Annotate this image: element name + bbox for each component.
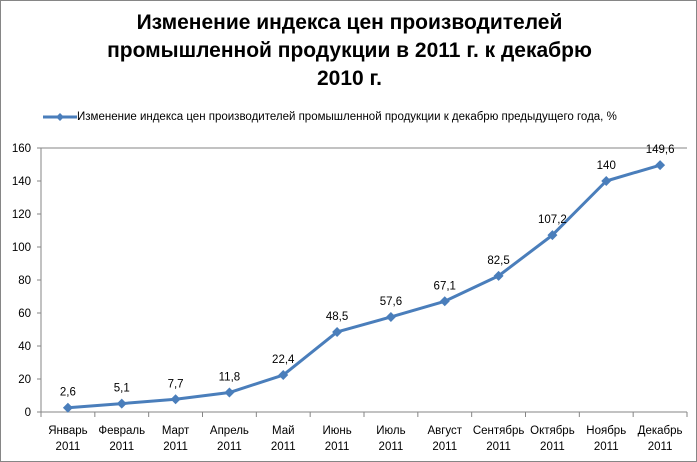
data-point: [547, 230, 558, 241]
data-label: 22,4: [272, 354, 295, 366]
data-point: [332, 326, 343, 337]
data-point: [655, 160, 666, 171]
y-tick-label: 40: [18, 341, 31, 353]
x-tick-label: Ноябрь: [586, 425, 626, 437]
y-tick-label: 20: [18, 374, 31, 386]
x-tick-label: Август: [427, 425, 462, 437]
x-tick-label: 2011: [271, 441, 296, 453]
data-point: [278, 370, 289, 381]
data-point: [224, 387, 235, 398]
x-tick-label: 2011: [163, 441, 188, 453]
x-tick-label: 2011: [56, 441, 81, 453]
x-tick-label: 2011: [540, 441, 565, 453]
x-tick-label: 2011: [486, 441, 511, 453]
legend-label: Изменение индекса цен производителей про…: [77, 111, 617, 123]
data-point: [601, 176, 612, 186]
data-label: 5,1: [114, 383, 130, 395]
y-tick-label: 60: [18, 308, 31, 320]
y-tick-label: 80: [18, 275, 31, 287]
x-tick-label: Июль: [376, 425, 405, 437]
x-tick-label: 2011: [109, 441, 134, 453]
x-tick-label: 2011: [432, 441, 457, 453]
data-label: 149,6: [646, 144, 675, 156]
y-tick-label: 0: [25, 407, 31, 419]
x-tick-label: 2011: [648, 441, 673, 453]
y-tick-label: 160: [12, 143, 31, 155]
data-label: 2,6: [60, 387, 76, 399]
y-tick-label: 100: [12, 242, 31, 254]
x-tick-label: Май: [272, 425, 295, 437]
data-label: 11,8: [219, 372, 241, 384]
x-tick-label: 2011: [379, 441, 404, 453]
title-line: промышленной продукции в 2011 г. к декаб…: [107, 39, 592, 62]
data-label: 140: [597, 160, 616, 172]
data-point: [62, 402, 73, 413]
x-tick-label: Сентябрь: [473, 425, 525, 437]
data-label: 82,5: [487, 255, 509, 267]
data-label: 57,6: [380, 296, 402, 308]
series-line: [67, 163, 661, 410]
data-label: 67,1: [434, 280, 456, 292]
data-label: 48,5: [326, 311, 348, 323]
y-tick-label: 120: [12, 209, 31, 221]
title-line: 2010 г.: [316, 67, 383, 90]
title-line: Изменение индекса цен производителей: [136, 11, 563, 34]
data-point: [116, 398, 127, 409]
y-tick-label: 140: [12, 176, 31, 188]
x-tick-label: Декабрь: [638, 425, 683, 437]
chart-title: Изменение индекса цен производителей про…: [1, 9, 696, 93]
x-tick-label: Март: [162, 425, 190, 437]
x-tick-label: Январь: [48, 425, 87, 437]
x-tick-label: Июнь: [322, 425, 351, 437]
x-tick-label: 2011: [594, 441, 619, 453]
x-tick-label: 2011: [217, 441, 242, 453]
legend-marker-icon: [43, 113, 77, 121]
legend: Изменение индекса цен производителей про…: [43, 111, 617, 123]
x-tick-label: Октябрь: [530, 425, 575, 437]
data-point: [439, 296, 450, 307]
data-label: 7,7: [168, 378, 184, 390]
data-label: 107,2: [538, 214, 567, 226]
data-point: [493, 270, 504, 281]
x-tick-label: Апрель: [210, 425, 249, 437]
x-tick-label: Февраль: [98, 425, 145, 437]
data-point: [170, 394, 181, 405]
x-tick-label: 2011: [325, 441, 350, 453]
data-point: [385, 311, 396, 322]
